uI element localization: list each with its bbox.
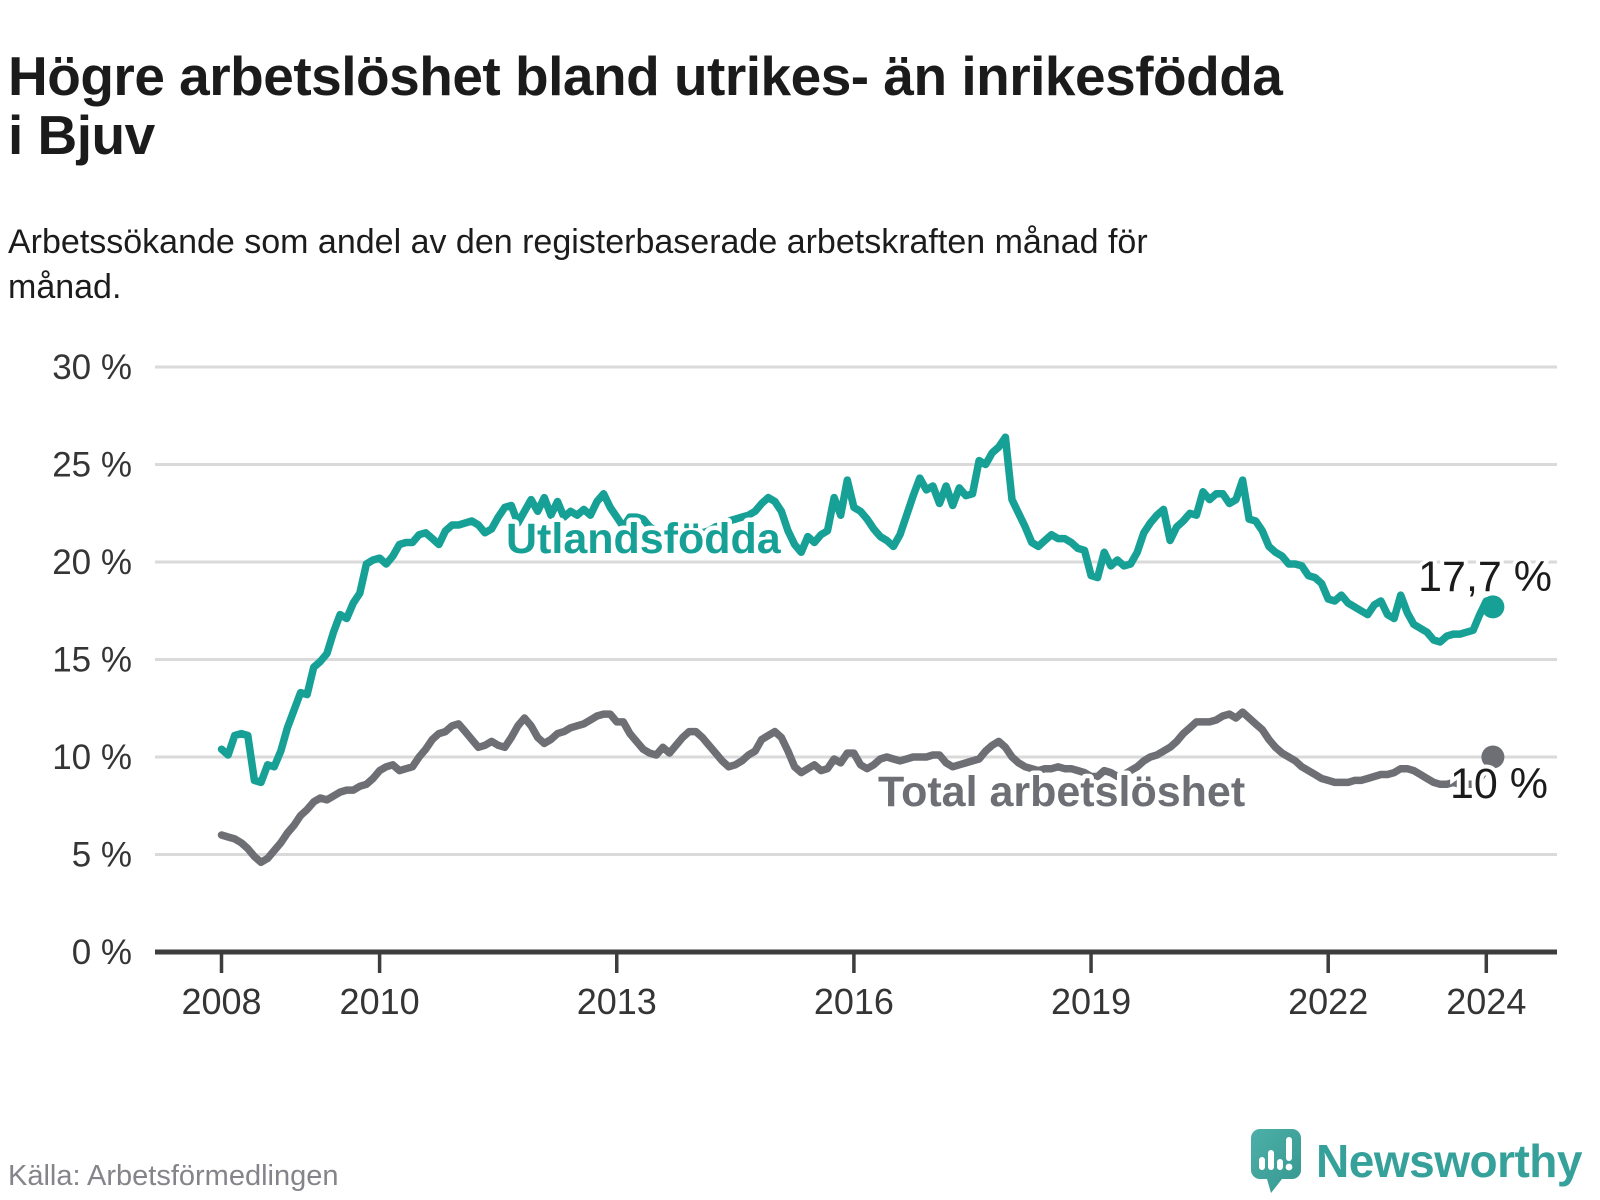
y-axis-label-0: 0 %: [72, 933, 132, 972]
series-label-utlandsfodda: Utlandsfödda: [506, 515, 782, 563]
series-line-total: [217, 708, 1497, 867]
bar-icon-3: [1277, 1159, 1284, 1170]
x-axis-label-2019: 2019: [1051, 981, 1131, 1022]
end-value-label-utlandsfodda: 17,7 %: [1418, 553, 1552, 601]
exclamation-dot-icon: [1285, 1163, 1293, 1171]
exclamation-bar-icon: [1286, 1137, 1293, 1161]
end-value-label-total: 10 %: [1450, 760, 1548, 808]
source-note: Källa: Arbetsförmedlingen: [8, 1160, 339, 1192]
x-axis-label-2024: 2024: [1446, 981, 1526, 1022]
x-axis-label-2010: 2010: [340, 981, 420, 1022]
y-axis-label-10: 10 %: [52, 738, 132, 777]
newsworthy-logo: Newsworthy: [1250, 1128, 1582, 1194]
speech-bubble-shape: [1251, 1129, 1302, 1193]
newsworthy-logo-text: Newsworthy: [1316, 1135, 1582, 1187]
bar-icon-2: [1268, 1150, 1275, 1170]
y-axis-label-20: 20 %: [52, 543, 132, 582]
bar-icon-1: [1259, 1157, 1266, 1170]
y-axis-label-30: 30 %: [52, 348, 132, 387]
x-axis-label-2022: 2022: [1288, 981, 1368, 1022]
series-end-dot-total: [1481, 745, 1505, 769]
series-label-total: Total arbetslöshet: [878, 768, 1245, 816]
x-axis-label-2013: 2013: [577, 981, 657, 1022]
y-axis-label-5: 5 %: [72, 836, 132, 875]
newsworthy-logo-icon: [1251, 1129, 1302, 1193]
page-title: Högre arbetslöshet bland utrikes- än inr…: [8, 44, 1283, 167]
y-axis-label-25: 25 %: [52, 446, 132, 485]
y-axis-label-15: 15 %: [52, 641, 132, 680]
x-axis-label-2016: 2016: [814, 981, 894, 1022]
series-line-utlandsfodda: [217, 433, 1497, 787]
x-axis-label-2008: 2008: [181, 981, 261, 1022]
series-end-dot-utlandsfodda: [1481, 595, 1505, 619]
page-subtitle: Arbetssökande som andel av den registerb…: [8, 223, 1148, 306]
